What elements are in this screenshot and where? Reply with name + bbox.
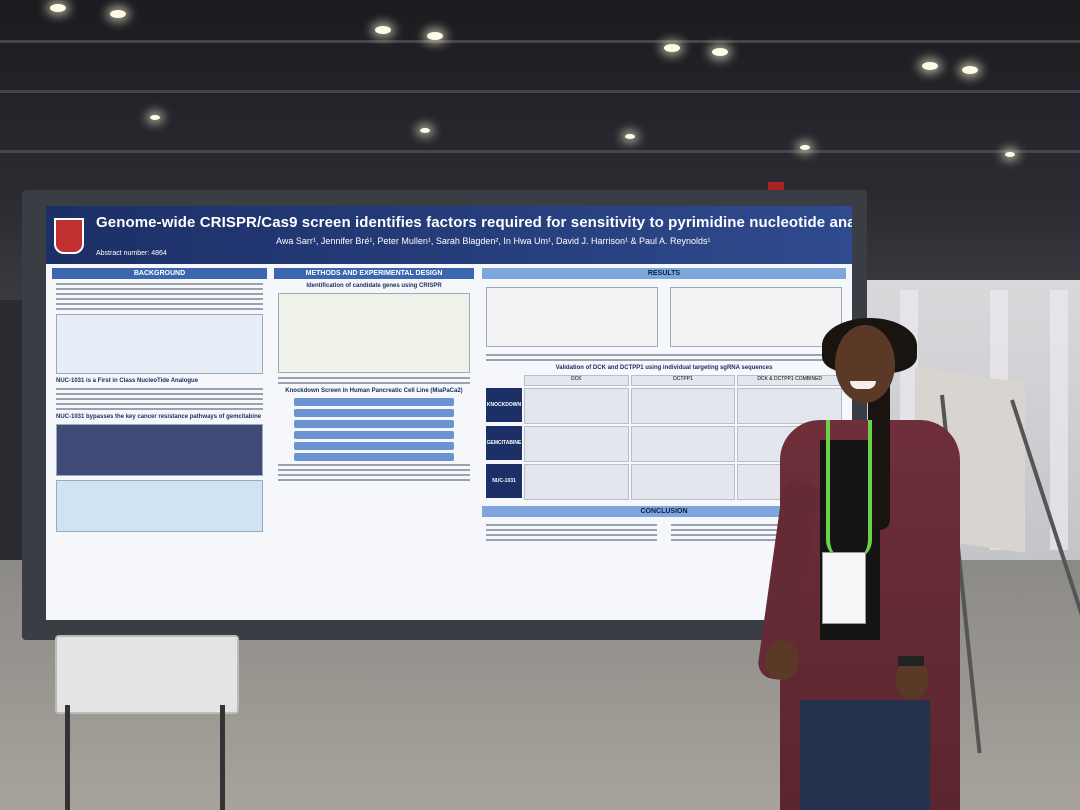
poster-column-background: BACKGROUND NUC-1031 is a First in Class … <box>52 268 267 536</box>
column-header: DCK <box>524 375 629 386</box>
pathway-figure <box>56 480 263 532</box>
ceiling-truss <box>0 40 1080 43</box>
flowchart-step <box>294 431 454 439</box>
body-text <box>274 377 474 384</box>
ceiling-truss <box>0 150 1080 153</box>
results-figures <box>482 283 846 351</box>
poster-authors: Awa Sarr¹, Jennifer Bré¹, Peter Mullen¹,… <box>276 236 711 246</box>
blot-panel <box>630 388 736 424</box>
name-badge <box>822 552 866 624</box>
body-text <box>52 283 267 310</box>
crispr-diagram <box>278 293 470 373</box>
pathway-figure <box>56 424 263 476</box>
flowchart-step <box>294 453 454 461</box>
poster-title: Genome-wide CRISPR/Cas9 screen identifie… <box>96 214 852 231</box>
poster-column-methods: METHODS AND EXPERIMENTAL DESIGN Identifi… <box>274 268 474 484</box>
abstract-number: Abstract number: 4864 <box>96 250 167 257</box>
presenter-jeans <box>800 700 930 810</box>
folding-chair <box>55 635 239 810</box>
curve-panel <box>630 464 736 500</box>
university-crest-icon <box>54 218 84 254</box>
ceiling-light <box>420 128 430 133</box>
subheading: NUC-1031 bypasses the key cancer resista… <box>56 414 262 420</box>
ceiling-light <box>1005 152 1015 157</box>
body-text <box>482 354 846 361</box>
molecule-figure <box>56 314 263 374</box>
presenter-hand <box>895 660 929 700</box>
lanyard <box>826 420 872 560</box>
presenter-smile <box>850 381 876 389</box>
subheading: Validation of DCK and DCTPP1 using indiv… <box>555 365 773 371</box>
curve-panel <box>524 426 629 462</box>
ceiling-truss <box>0 90 1080 93</box>
column-header: DCK & DCTPP1 COMBINED <box>737 375 843 386</box>
presenter-hand <box>765 640 799 680</box>
ceiling-light <box>625 134 635 139</box>
ceiling-light <box>375 26 391 34</box>
ceiling-light <box>922 62 938 70</box>
validation-header-row: DCK DCTPP1 DCK & DCTPP1 COMBINED <box>486 375 843 386</box>
ceiling-light <box>427 32 443 40</box>
flowchart-step <box>294 409 454 417</box>
flowchart-step <box>294 398 454 406</box>
body-text <box>274 464 474 481</box>
wristwatch-icon <box>898 656 924 666</box>
ceiling-light <box>110 10 126 18</box>
chair-back <box>55 635 239 714</box>
ceiling-light <box>712 48 728 56</box>
research-poster: Genome-wide CRISPR/Cas9 screen identifie… <box>46 206 852 620</box>
pathway-diagram <box>670 287 842 347</box>
curve-panel <box>524 464 629 500</box>
presenter-braid <box>868 360 890 530</box>
subheading: Identification of candidate genes using … <box>306 283 442 289</box>
body-text <box>52 388 267 410</box>
subheading: Knockdown Screen in Human Pancreatic Cel… <box>285 388 463 394</box>
conclusion-text <box>482 521 846 544</box>
ceiling-light <box>150 115 160 120</box>
row-label: GEMCITABINE <box>486 426 522 460</box>
flowchart-step <box>294 420 454 428</box>
chair-leg <box>65 705 70 810</box>
ceiling-light <box>800 145 810 150</box>
section-heading: RESULTS <box>482 268 846 279</box>
row-label: KNOCKDOWN <box>486 388 522 422</box>
blot-panel <box>737 388 843 424</box>
subheading: NUC-1031 is a First in Class NucleoTide … <box>56 378 199 384</box>
presenter-face <box>835 325 895 403</box>
flowchart-step <box>294 442 454 450</box>
column-header: DCTPP1 <box>630 375 736 386</box>
row-label: NUC-1031 <box>486 464 522 498</box>
curve-panel <box>630 426 736 462</box>
section-heading: CONCLUSION <box>482 506 846 517</box>
blot-panel <box>524 388 629 424</box>
validation-row: KNOCKDOWN <box>486 388 843 424</box>
poster-header: Genome-wide CRISPR/Cas9 screen identifie… <box>46 206 852 264</box>
ceiling-light <box>664 44 680 52</box>
ceiling-light <box>50 4 66 12</box>
ceiling-light <box>962 66 978 74</box>
section-heading: METHODS AND EXPERIMENTAL DESIGN <box>274 268 474 279</box>
booth-drape <box>1050 290 1068 550</box>
section-heading: BACKGROUND <box>52 268 267 279</box>
poster-column-results: RESULTS Validation of DCK and DCTPP1 usi… <box>482 268 846 544</box>
scatter-figure <box>486 287 658 347</box>
chair-leg <box>220 705 225 810</box>
